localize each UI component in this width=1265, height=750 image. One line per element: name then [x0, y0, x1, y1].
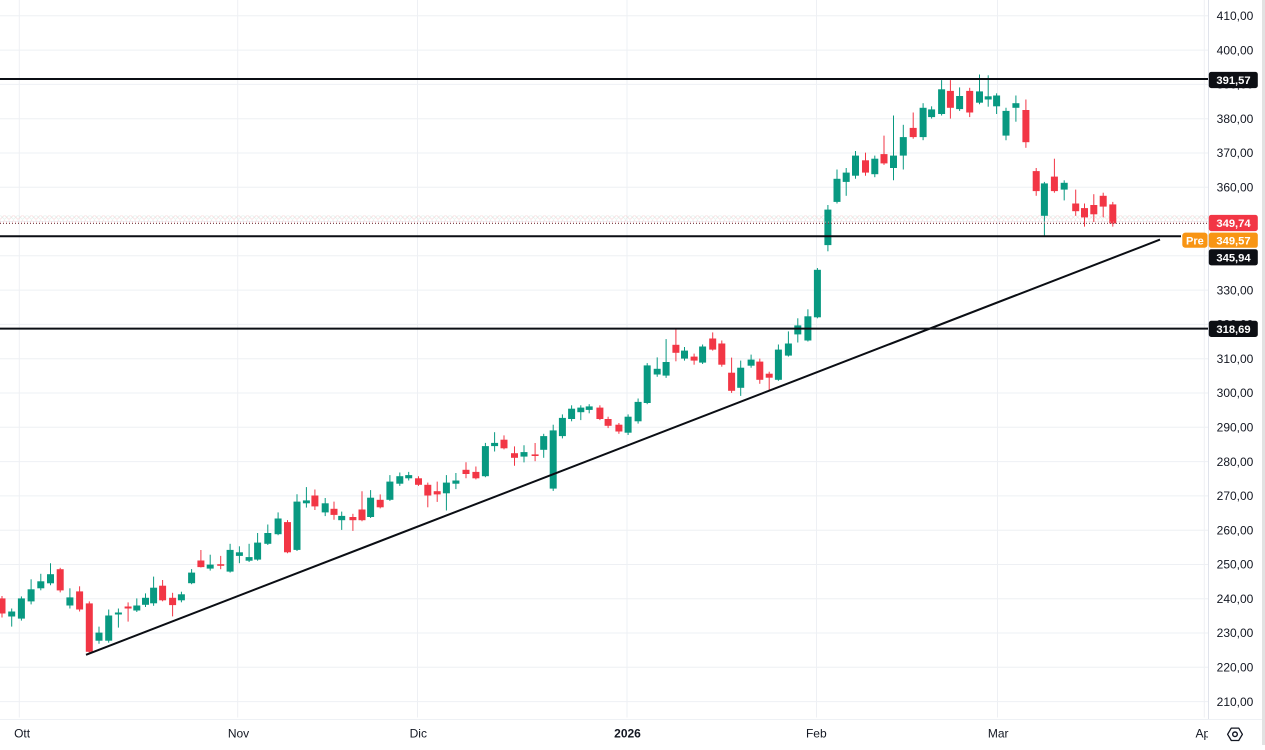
- svg-text:391,57: 391,57: [1216, 75, 1250, 87]
- svg-text:Feb: Feb: [806, 727, 827, 741]
- svg-text:360,00: 360,00: [1217, 180, 1254, 194]
- svg-text:260,00: 260,00: [1217, 523, 1254, 537]
- svg-text:310,00: 310,00: [1217, 352, 1254, 366]
- svg-text:250,00: 250,00: [1217, 558, 1254, 572]
- svg-text:349,74: 349,74: [1216, 218, 1251, 230]
- svg-text:240,00: 240,00: [1217, 592, 1254, 606]
- svg-text:Pre: Pre: [1186, 235, 1204, 247]
- svg-text:Apr: Apr: [1195, 727, 1214, 741]
- svg-text:410,00: 410,00: [1217, 9, 1254, 23]
- svg-text:318,69: 318,69: [1216, 324, 1250, 336]
- svg-text:280,00: 280,00: [1217, 455, 1254, 469]
- svg-text:330,00: 330,00: [1217, 283, 1254, 297]
- svg-text:345,94: 345,94: [1216, 253, 1251, 265]
- svg-text:270,00: 270,00: [1217, 489, 1254, 503]
- svg-text:300,00: 300,00: [1217, 386, 1254, 400]
- svg-text:370,00: 370,00: [1217, 146, 1254, 160]
- svg-text:290,00: 290,00: [1217, 421, 1254, 435]
- svg-text:Nov: Nov: [228, 727, 249, 741]
- svg-text:400,00: 400,00: [1217, 43, 1254, 57]
- svg-text:380,00: 380,00: [1217, 112, 1254, 126]
- svg-text:349,57: 349,57: [1216, 236, 1250, 248]
- svg-text:210,00: 210,00: [1217, 695, 1254, 709]
- svg-text:2026: 2026: [614, 727, 641, 741]
- svg-text:Mar: Mar: [988, 727, 1009, 741]
- svg-text:Dic: Dic: [410, 727, 427, 741]
- svg-text:Ott: Ott: [14, 727, 31, 741]
- svg-text:230,00: 230,00: [1217, 626, 1254, 640]
- svg-text:220,00: 220,00: [1217, 661, 1254, 675]
